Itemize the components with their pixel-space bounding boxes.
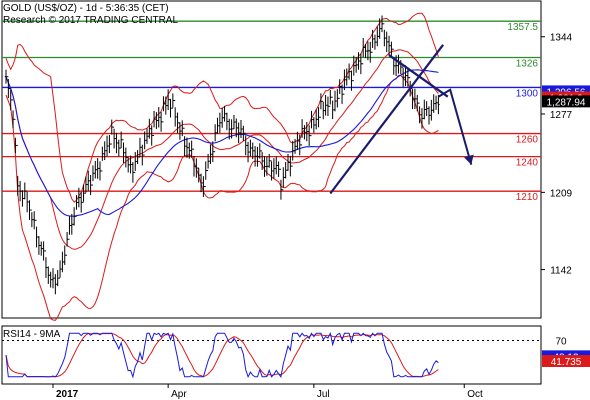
price-panel-frame <box>1 0 542 319</box>
price-panel: 1357.5 1326 1300 1260 1240 1210 <box>1 0 542 321</box>
rsi-ma-tag-label: 41.735 <box>551 357 582 368</box>
rsi-label: RSI14 - 9MA <box>3 329 61 340</box>
price-tag-box <box>542 95 590 108</box>
trendline <box>388 54 449 98</box>
rsi-level-label: 70 <box>555 337 567 348</box>
y-tick-label: 1277 <box>550 110 573 121</box>
y-tick-label: 1209 <box>550 188 573 199</box>
level-label: 1260 <box>516 135 539 146</box>
trendline <box>329 44 444 195</box>
bollinger-lower-band <box>5 74 439 321</box>
level-label: 1240 <box>516 158 539 169</box>
x-tick-label: Apr <box>171 389 187 400</box>
forecast-arrowhead <box>464 154 474 165</box>
chart-title: GOLD (US$/OZ) - 1d - 5:36:35 (CET) <box>3 3 169 14</box>
y-tick-label: 1142 <box>550 266 572 277</box>
rsi-panel <box>1 325 542 385</box>
x-tick-label: Oct <box>467 389 483 400</box>
price-tag-label: 1,287.94 <box>547 97 586 108</box>
rsi-line <box>5 331 439 379</box>
level-label: 1210 <box>516 192 539 203</box>
axes: 11421209127713441,296.561,291.31,287.942… <box>52 33 590 400</box>
x-tick-label: Jul <box>317 389 330 400</box>
rsi-ma-tag-box <box>542 354 590 367</box>
rsi-panel-frame <box>1 325 542 385</box>
forecast-path <box>437 88 473 165</box>
moving-average-line <box>5 69 439 217</box>
level-label: 1357.5 <box>507 22 538 33</box>
level-label: 1300 <box>516 88 539 99</box>
chart-subtitle: Research © 2017 TRADING CENTRAL <box>3 15 178 26</box>
y-tick-label: 1344 <box>550 33 573 44</box>
rsi-ma-line <box>5 332 439 378</box>
bollinger-middle-band <box>5 49 439 250</box>
x-tick-label: 2017 <box>56 389 79 400</box>
level-label: 1326 <box>516 58 539 69</box>
